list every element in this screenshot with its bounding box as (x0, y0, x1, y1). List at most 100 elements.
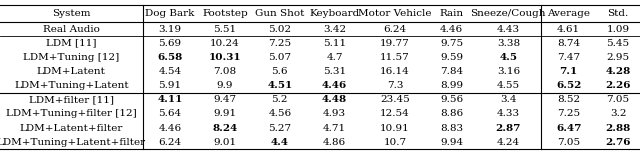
Text: 5.6: 5.6 (271, 67, 288, 76)
Text: 5.64: 5.64 (159, 109, 182, 118)
Text: 4.51: 4.51 (267, 81, 292, 90)
Text: Gun Shot: Gun Shot (255, 9, 305, 18)
Text: 2.87: 2.87 (495, 124, 521, 133)
Text: 23.45: 23.45 (380, 95, 410, 104)
Text: 4.33: 4.33 (497, 109, 520, 118)
Text: 4.55: 4.55 (497, 81, 520, 90)
Text: 4.86: 4.86 (323, 138, 346, 147)
Text: 9.59: 9.59 (440, 53, 463, 62)
Text: 5.31: 5.31 (323, 67, 346, 76)
Text: Rain: Rain (440, 9, 464, 18)
Text: 4.11: 4.11 (157, 95, 183, 104)
Text: 2.95: 2.95 (607, 53, 630, 62)
Text: 10.24: 10.24 (210, 39, 240, 48)
Text: 5.91: 5.91 (159, 81, 182, 90)
Text: 1.09: 1.09 (607, 25, 630, 34)
Text: LDM+Latent: LDM+Latent (37, 67, 106, 76)
Text: 9.01: 9.01 (213, 138, 236, 147)
Text: LDM+Tuning+filter [12]: LDM+Tuning+filter [12] (6, 109, 137, 118)
Text: 3.4: 3.4 (500, 95, 516, 104)
Text: LDM+Tuning+Latent: LDM+Tuning+Latent (14, 81, 129, 90)
Text: 3.16: 3.16 (497, 67, 520, 76)
Text: 4.46: 4.46 (159, 124, 182, 133)
Text: 3.2: 3.2 (610, 109, 627, 118)
Text: 4.56: 4.56 (268, 109, 291, 118)
Text: Dog Bark: Dog Bark (145, 9, 195, 18)
Text: 7.25: 7.25 (557, 109, 580, 118)
Text: 6.24: 6.24 (383, 25, 406, 34)
Text: Real Audio: Real Audio (43, 25, 100, 34)
Text: 9.94: 9.94 (440, 138, 463, 147)
Text: 8.52: 8.52 (557, 95, 580, 104)
Text: LDM+Latent+filter: LDM+Latent+filter (20, 124, 123, 133)
Text: 7.3: 7.3 (387, 81, 403, 90)
Text: 4.46: 4.46 (440, 25, 463, 34)
Text: LDM+Tuning+Latent+filter: LDM+Tuning+Latent+filter (0, 138, 146, 147)
Text: 4.7: 4.7 (326, 53, 343, 62)
Text: 4.4: 4.4 (271, 138, 289, 147)
Text: 6.58: 6.58 (157, 53, 182, 62)
Text: 10.91: 10.91 (380, 124, 410, 133)
Text: 9.9: 9.9 (217, 81, 233, 90)
Text: 8.99: 8.99 (440, 81, 463, 90)
Text: 2.76: 2.76 (605, 138, 631, 147)
Text: 7.84: 7.84 (440, 67, 463, 76)
Text: 4.71: 4.71 (323, 124, 346, 133)
Text: 7.47: 7.47 (557, 53, 580, 62)
Text: System: System (52, 9, 91, 18)
Text: 4.48: 4.48 (322, 95, 347, 104)
Text: 7.05: 7.05 (557, 138, 580, 147)
Text: 5.45: 5.45 (607, 39, 630, 48)
Text: 10.31: 10.31 (209, 53, 241, 62)
Text: 5.51: 5.51 (213, 25, 236, 34)
Text: 5.11: 5.11 (323, 39, 346, 48)
Text: Motor Vehicle: Motor Vehicle (358, 9, 432, 18)
Text: 19.77: 19.77 (380, 39, 410, 48)
Text: 8.24: 8.24 (212, 124, 237, 133)
Text: LDM+filter [11]: LDM+filter [11] (29, 95, 114, 104)
Text: 9.91: 9.91 (213, 109, 236, 118)
Text: 5.69: 5.69 (159, 39, 182, 48)
Text: 7.1: 7.1 (559, 67, 578, 76)
Text: 5.27: 5.27 (268, 124, 291, 133)
Text: 9.75: 9.75 (440, 39, 463, 48)
Text: 5.2: 5.2 (271, 95, 288, 104)
Text: Std.: Std. (607, 9, 628, 18)
Text: 8.86: 8.86 (440, 109, 463, 118)
Text: 8.74: 8.74 (557, 39, 580, 48)
Text: 6.24: 6.24 (159, 138, 182, 147)
Text: 6.52: 6.52 (556, 81, 581, 90)
Text: Footstep: Footstep (202, 9, 248, 18)
Text: Average: Average (547, 9, 590, 18)
Text: 4.93: 4.93 (323, 109, 346, 118)
Text: 8.83: 8.83 (440, 124, 463, 133)
Text: LDM+Tuning [12]: LDM+Tuning [12] (23, 53, 120, 62)
Text: 4.43: 4.43 (497, 25, 520, 34)
Text: 4.54: 4.54 (159, 67, 182, 76)
Text: 4.24: 4.24 (497, 138, 520, 147)
Text: Sneeze/Cough: Sneeze/Cough (470, 9, 546, 18)
Text: 12.54: 12.54 (380, 109, 410, 118)
Text: 3.19: 3.19 (159, 25, 182, 34)
Text: 4.5: 4.5 (499, 53, 517, 62)
Text: Keyboard: Keyboard (310, 9, 360, 18)
Text: 4.46: 4.46 (322, 81, 348, 90)
Text: 5.02: 5.02 (268, 25, 291, 34)
Text: 3.38: 3.38 (497, 39, 520, 48)
Text: 16.14: 16.14 (380, 67, 410, 76)
Text: 4.61: 4.61 (557, 25, 580, 34)
Text: 9.56: 9.56 (440, 95, 463, 104)
Text: 11.57: 11.57 (380, 53, 410, 62)
Text: 10.7: 10.7 (383, 138, 406, 147)
Text: 3.42: 3.42 (323, 25, 346, 34)
Text: LDM [11]: LDM [11] (46, 39, 97, 48)
Text: 6.47: 6.47 (556, 124, 581, 133)
Text: 7.25: 7.25 (268, 39, 291, 48)
Text: 7.08: 7.08 (213, 67, 236, 76)
Text: 4.28: 4.28 (605, 67, 630, 76)
Text: 9.47: 9.47 (213, 95, 236, 104)
Text: 7.05: 7.05 (607, 95, 630, 104)
Text: 5.07: 5.07 (268, 53, 291, 62)
Text: 2.88: 2.88 (605, 124, 630, 133)
Text: 2.26: 2.26 (605, 81, 631, 90)
